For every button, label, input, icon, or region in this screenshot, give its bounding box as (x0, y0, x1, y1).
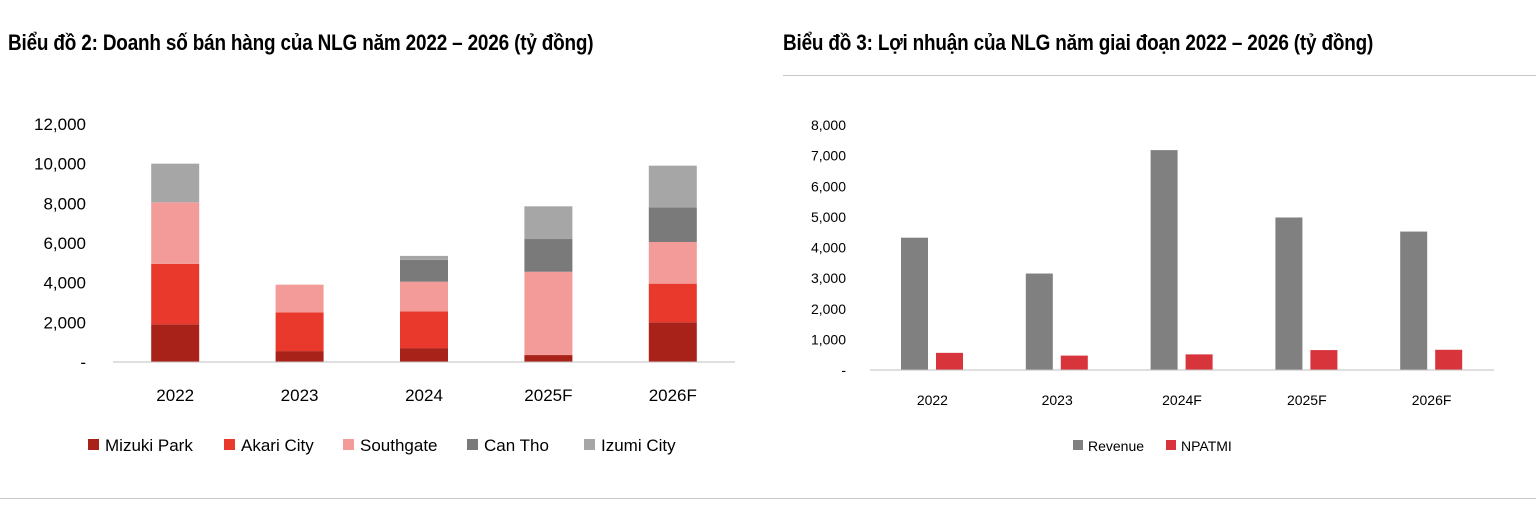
legend-swatch (343, 439, 354, 450)
y-tick-label: 10,000 (34, 155, 86, 174)
legend-swatch (88, 439, 99, 450)
legend-swatch (467, 439, 478, 450)
x-tick-label: 2023 (1042, 392, 1073, 408)
bar-npatmi (1060, 355, 1088, 370)
y-tick-label: 2,000 (43, 313, 86, 332)
x-tick-label: 2024F (1162, 392, 1202, 408)
bar-mizuki-park (275, 351, 324, 362)
bar-izumi-city (524, 206, 573, 240)
bar-izumi-city (151, 163, 200, 203)
legend-swatch (584, 439, 595, 450)
legend-label: Southgate (360, 436, 438, 455)
y-tick-label: 3,000 (811, 270, 846, 286)
bottom-divider (0, 498, 1536, 499)
x-tick-label: 2024 (405, 386, 443, 405)
bar-southgate (400, 281, 448, 312)
y-tick-label: 1,000 (811, 331, 846, 347)
y-tick-label: 12,000 (34, 115, 86, 134)
y-tick-label: 8,000 (811, 117, 846, 133)
x-tick-label: 2025F (524, 386, 572, 405)
y-tick-label: 4,000 (811, 240, 846, 256)
bar-southgate (648, 242, 697, 284)
x-tick-label: 2022 (917, 392, 948, 408)
bar-akari-city (275, 312, 324, 352)
bar-revenue (1400, 231, 1428, 370)
bar-izumi-city (400, 255, 448, 260)
bar-npatmi (1185, 354, 1213, 370)
x-tick-label: 2026F (649, 386, 697, 405)
bar-southgate (275, 284, 324, 313)
legend-label: Izumi City (601, 436, 676, 455)
legend-label: NPATMI (1181, 438, 1232, 454)
bar-mizuki-park (400, 348, 448, 362)
y-tick-label: 7,000 (811, 148, 846, 164)
legend-label: Mizuki Park (105, 436, 193, 455)
bar-npatmi (1435, 349, 1463, 370)
legend-label: Revenue (1088, 438, 1144, 454)
y-tick-label: 4,000 (43, 274, 86, 293)
bar-npatmi (936, 352, 963, 370)
y-tick-label: 6,000 (811, 178, 846, 194)
x-tick-label: 2022 (156, 386, 194, 405)
y-tick-label: 5,000 (811, 209, 846, 225)
y-tick-label: 2,000 (811, 301, 846, 317)
legend-swatch (1073, 440, 1083, 450)
bar-akari-city (400, 311, 448, 349)
y-tick-label: 8,000 (43, 194, 86, 213)
bar-can-tho (524, 239, 573, 272)
title-divider (783, 75, 1536, 76)
bar-izumi-city (648, 165, 697, 208)
bar-southgate (151, 202, 200, 264)
bar-southgate (524, 271, 573, 356)
legend-label: Can Tho (484, 436, 549, 455)
bar-akari-city (151, 263, 200, 325)
bar-akari-city (648, 283, 697, 323)
bar-npatmi (1310, 350, 1338, 370)
legend-swatch (1166, 440, 1176, 450)
y-tick-label: 6,000 (43, 234, 86, 253)
bar-revenue (1025, 273, 1053, 370)
legend-swatch (224, 439, 235, 450)
bar-revenue (901, 237, 928, 370)
x-tick-label: 2026F (1412, 392, 1452, 408)
x-tick-label: 2023 (281, 386, 319, 405)
y-tick-label: - (841, 362, 846, 378)
bar-revenue (1275, 217, 1303, 370)
bar-mizuki-park (648, 322, 697, 362)
bar-can-tho (648, 207, 697, 243)
bar-mizuki-park (151, 324, 200, 362)
bar-mizuki-park (524, 355, 573, 362)
bar-revenue (1150, 150, 1178, 370)
legend-label: Akari City (241, 436, 314, 455)
x-tick-label: 2025F (1287, 392, 1327, 408)
bar-can-tho (400, 259, 448, 282)
y-tick-label: - (80, 353, 86, 372)
chart-title-profit: Biểu đồ 3: Lợi nhuận của NLG năm giai đo… (783, 30, 1374, 55)
chart-title-sales: Biểu đồ 2: Doanh số bán hàng của NLG năm… (8, 30, 594, 55)
